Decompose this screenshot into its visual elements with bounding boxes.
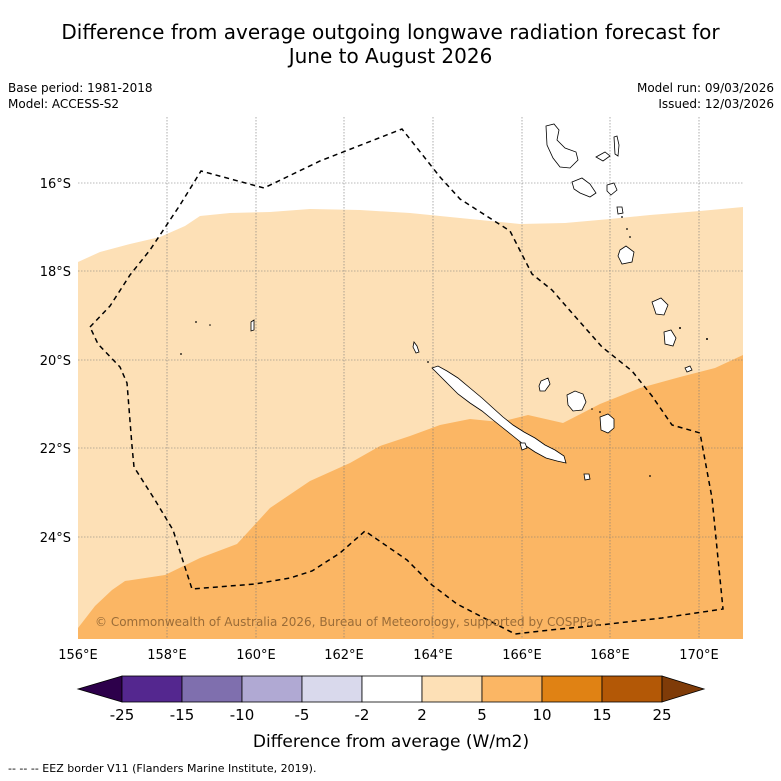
islet-bampton xyxy=(180,353,182,355)
model-text: Model: ACCESS-S2 xyxy=(8,97,120,111)
colorbar-tick-2: 2 xyxy=(417,706,427,724)
islet-north-reef xyxy=(427,361,429,363)
colorbar-swatch-5 xyxy=(361,675,423,703)
lat-label-22s: 22°S xyxy=(40,442,71,457)
landmasses xyxy=(250,123,693,481)
meta-right: Model run: 09/03/2026 Issued: 12/03/2026 xyxy=(637,80,774,112)
base-period-text: Base period: 1981-2018 xyxy=(8,81,153,95)
colorbar-swatch-7 xyxy=(481,675,543,703)
lon-label-160e: 160°E xyxy=(236,648,276,663)
tanna xyxy=(663,329,677,347)
efate xyxy=(617,245,635,265)
lifou-island xyxy=(566,390,587,412)
islet-loyalty xyxy=(591,408,593,410)
colorbar-extend-low xyxy=(76,675,123,703)
colorbar-swatch-6 xyxy=(421,675,483,703)
colorbar-tick-neg2: -2 xyxy=(355,706,370,724)
anomaly-region-medium xyxy=(78,355,743,639)
lon-label-156e: 156°E xyxy=(58,648,98,663)
longitude-labels: 156°E 158°E 160°E 162°E 164°E 166°E 168°… xyxy=(58,648,719,663)
islet-dots xyxy=(180,216,708,477)
chart-title-line-1: Difference from average outgoing longwav… xyxy=(61,20,720,44)
new-caledonia-grande-terre xyxy=(431,365,567,464)
islet-shepherd-2 xyxy=(629,236,631,238)
walpole-island xyxy=(583,473,591,481)
espiritu-santo xyxy=(545,123,579,169)
colorbar-tick-neg10: -10 xyxy=(230,706,255,724)
lon-label-168e: 168°E xyxy=(590,648,630,663)
ambrym xyxy=(606,182,618,196)
islet-chesterfield-2 xyxy=(209,324,211,326)
lon-label-158e: 158°E xyxy=(147,648,187,663)
model-run-text: Model run: 09/03/2026 xyxy=(636,81,774,95)
colorbar-label: Difference from average (W/m2) xyxy=(253,732,529,752)
gridlines xyxy=(78,117,743,639)
malakula xyxy=(571,177,597,198)
lon-label-164e: 164°E xyxy=(413,648,453,663)
lon-label-170e: 170°E xyxy=(679,648,719,663)
colorbar-swatch-4 xyxy=(301,675,363,703)
colorbar-tick-15: 15 xyxy=(592,706,611,724)
matthew-island xyxy=(250,319,255,332)
map-area xyxy=(78,117,743,639)
ouvea-island xyxy=(538,377,551,392)
lat-label-18s: 18°S xyxy=(40,265,71,280)
eez-source-note: -- -- -- EEZ border V11 (Flanders Marine… xyxy=(8,762,317,775)
islet-shepherd-1 xyxy=(626,228,628,230)
colorbar-tick-25: 25 xyxy=(652,706,671,724)
maewo-pentecost xyxy=(613,135,620,157)
issued-text: Issued: 12/03/2026 xyxy=(658,97,774,111)
colorbar-tick-neg5: -5 xyxy=(295,706,310,724)
latitude-labels: 16°S 18°S 20°S 22°S 24°S xyxy=(40,177,71,546)
epi-islands xyxy=(616,206,624,215)
colorbar-swatch-2 xyxy=(181,675,243,703)
copyright-text: © Commonwealth of Australia 2026, Bureau… xyxy=(95,615,600,629)
colorbar-tick-neg25: -25 xyxy=(110,706,135,724)
eez-border xyxy=(89,128,724,635)
chart-title-line-2: June to August 2026 xyxy=(288,44,493,68)
chart-title: Difference from average outgoing longwav… xyxy=(0,20,781,68)
lat-label-20s: 20°S xyxy=(40,354,71,369)
colorbar-swatch-3 xyxy=(241,675,303,703)
islet-aniwa xyxy=(706,338,708,340)
colorbar xyxy=(76,675,706,703)
no-significant-anomaly-region xyxy=(78,117,743,262)
colorbar-swatch-9 xyxy=(601,675,663,703)
colorbar-tick-10: 10 xyxy=(532,706,551,724)
islet-chesterfield xyxy=(195,321,197,323)
isle-of-pines xyxy=(519,442,528,451)
colorbar-ticks: -25 -15 -10 -5 -2 2 5 10 15 25 xyxy=(110,706,672,724)
lat-label-16s: 16°S xyxy=(40,177,71,192)
colorbar-swatch-8 xyxy=(541,675,603,703)
islet-futuna xyxy=(679,327,681,329)
erromango xyxy=(651,297,669,316)
colorbar-tick-neg15: -15 xyxy=(170,706,195,724)
islet-shepherd-3 xyxy=(621,216,623,218)
mare-island xyxy=(599,413,615,434)
meta-left: Base period: 1981-2018 Model: ACCESS-S2 xyxy=(8,80,153,112)
aneityum xyxy=(684,365,693,373)
islet-hunter xyxy=(649,475,651,477)
colorbar-extend-high xyxy=(661,675,706,703)
malo-island xyxy=(595,151,611,162)
islet-tiga xyxy=(599,411,601,413)
lon-label-166e: 166°E xyxy=(502,648,542,663)
lon-label-162e: 162°E xyxy=(324,648,364,663)
lat-label-24s: 24°S xyxy=(40,531,71,546)
belep-islands xyxy=(412,341,420,354)
colorbar-tick-5: 5 xyxy=(477,706,487,724)
colorbar-swatch-1 xyxy=(121,675,183,703)
